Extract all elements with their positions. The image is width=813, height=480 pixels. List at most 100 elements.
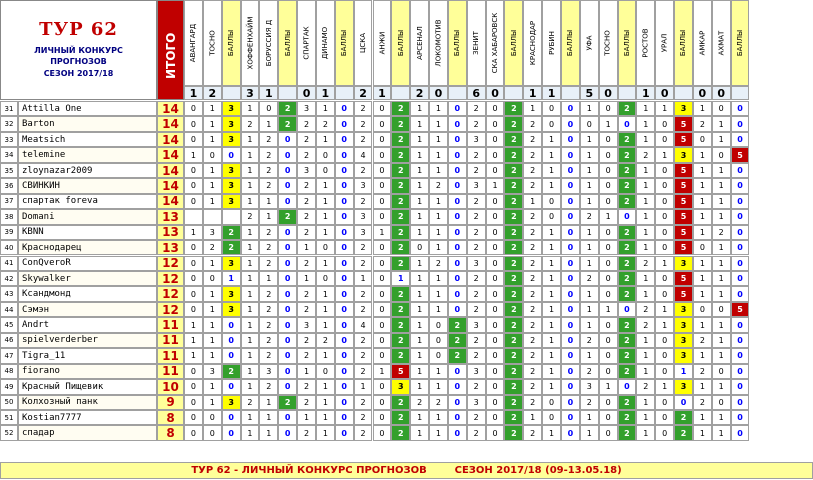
- prediction-cell: 1: [429, 240, 448, 256]
- points-cell: 2: [391, 348, 411, 364]
- points-cell: 0: [447, 255, 467, 271]
- player-name[interactable]: Красный Пищевик: [18, 379, 157, 395]
- player-name[interactable]: telemine: [18, 147, 157, 163]
- points-cell: 2: [504, 209, 524, 225]
- player-name[interactable]: спартак foreva: [18, 193, 157, 210]
- player-total: 8: [157, 425, 184, 441]
- prediction-cell: 1: [429, 101, 448, 117]
- points-cell: 0: [447, 178, 467, 194]
- points-cell: 2: [674, 425, 693, 441]
- prediction-cell: 1: [711, 425, 731, 441]
- score-spacer: [561, 86, 580, 100]
- player-name[interactable]: Skywalker: [18, 270, 157, 287]
- prediction-cell: 0: [372, 379, 392, 395]
- player-total: 13: [157, 209, 184, 225]
- prediction-cell: 1: [636, 240, 656, 256]
- prediction-cell: 2: [353, 162, 373, 179]
- prediction-cell: 0: [372, 101, 392, 117]
- prediction-cell: 1: [636, 425, 656, 441]
- prediction-cell: 1: [636, 286, 656, 302]
- player-name[interactable]: ConQveroR: [18, 255, 157, 271]
- points-cell: 3: [674, 301, 693, 318]
- prediction-cell: 1: [711, 317, 731, 333]
- points-cell: 0: [561, 270, 580, 287]
- prediction-cell: 1: [315, 224, 335, 241]
- points-cell: 2: [504, 116, 524, 132]
- points-cell: 3: [221, 101, 241, 117]
- prediction-cell: 2: [353, 255, 373, 271]
- player-name[interactable]: Meatsich: [18, 131, 157, 148]
- player-name[interactable]: СВИНКИН: [18, 178, 157, 194]
- prediction-cell: 0: [184, 394, 203, 410]
- points-cell: 2: [391, 255, 411, 271]
- prediction-cell: 0: [655, 394, 675, 410]
- player-name[interactable]: спадар: [18, 425, 157, 441]
- player-name[interactable]: Barton: [18, 116, 157, 132]
- player-name[interactable]: Domani: [18, 209, 157, 225]
- prediction-cell: 0: [184, 240, 203, 256]
- player-name[interactable]: Сэмэн: [18, 301, 157, 318]
- match-home-team: ХОФФЕНХАЙМ: [240, 0, 260, 86]
- prediction-cell: [202, 209, 222, 225]
- prediction-cell: 1: [636, 193, 656, 210]
- prediction-cell: 2: [353, 131, 373, 148]
- prediction-cell: 0: [598, 270, 618, 287]
- prediction-cell: 1: [315, 193, 335, 210]
- player-name[interactable]: Колхозный панк: [18, 394, 157, 410]
- prediction-cell: 1: [636, 162, 656, 179]
- points-cell: 0: [617, 209, 637, 225]
- prediction-cell: 1: [259, 270, 279, 287]
- player-name[interactable]: zloynazar2009: [18, 162, 157, 179]
- points-cell: 5: [674, 178, 693, 194]
- points-header: БАЛЛЫ: [447, 0, 467, 86]
- points-cell: 0: [334, 286, 354, 302]
- prediction-cell: 1: [636, 131, 656, 148]
- points-cell: 0: [334, 178, 354, 194]
- prediction-cell: 0: [485, 240, 505, 256]
- points-cell: 1: [391, 270, 411, 287]
- points-cell: 2: [504, 224, 524, 241]
- prediction-cell: 2: [429, 394, 448, 410]
- prediction-cell: 1: [579, 178, 599, 194]
- prediction-cell: 1: [692, 101, 712, 117]
- player-name[interactable]: KBNN: [18, 224, 157, 241]
- points-cell: 3: [674, 255, 693, 271]
- points-header: БАЛЛЫ: [561, 0, 580, 86]
- prediction-cell: 4: [353, 147, 373, 163]
- prediction-cell: 0: [184, 286, 203, 302]
- team-name: АХМАТ: [717, 30, 726, 56]
- player-name[interactable]: Краснодарец: [18, 240, 157, 256]
- player-name[interactable]: fiorano: [18, 363, 157, 380]
- prediction-cell: 0: [184, 270, 203, 287]
- prediction-cell: 2: [315, 332, 335, 349]
- prediction-cell: 2: [466, 286, 486, 302]
- match-home-team: УФА: [579, 0, 599, 86]
- prediction-cell: 1: [429, 425, 448, 441]
- points-cell: 0: [278, 425, 298, 441]
- prediction-cell: 0: [485, 425, 505, 441]
- prediction-cell: 2: [429, 178, 448, 194]
- points-header: БАЛЛЫ: [674, 0, 693, 86]
- prediction-cell: 1: [579, 193, 599, 210]
- prediction-cell: 0: [485, 286, 505, 302]
- prediction-cell: 0: [485, 101, 505, 117]
- player-name[interactable]: Tigra_11: [18, 348, 157, 364]
- prediction-cell: 1: [542, 317, 561, 333]
- prediction-cell: 2: [523, 116, 543, 132]
- prediction-cell: 0: [711, 363, 731, 380]
- prediction-cell: 0: [542, 193, 561, 210]
- player-name[interactable]: Ксандмонд: [18, 286, 157, 302]
- points-cell: 0: [334, 425, 354, 441]
- prediction-cell: 1: [542, 301, 561, 318]
- points-cell: 2: [617, 394, 637, 410]
- points-cell: 3: [221, 131, 241, 148]
- prediction-cell: 4: [353, 317, 373, 333]
- player-name[interactable]: Attilla One: [18, 101, 157, 117]
- player-name[interactable]: Andrt: [18, 317, 157, 333]
- points-cell: 0: [447, 425, 467, 441]
- player-name[interactable]: Kostian7777: [18, 410, 157, 426]
- prediction-cell: 0: [598, 348, 618, 364]
- prediction-cell: 1: [542, 348, 561, 364]
- player-name[interactable]: spielverderber: [18, 332, 157, 349]
- prediction-cell: 0: [372, 162, 392, 179]
